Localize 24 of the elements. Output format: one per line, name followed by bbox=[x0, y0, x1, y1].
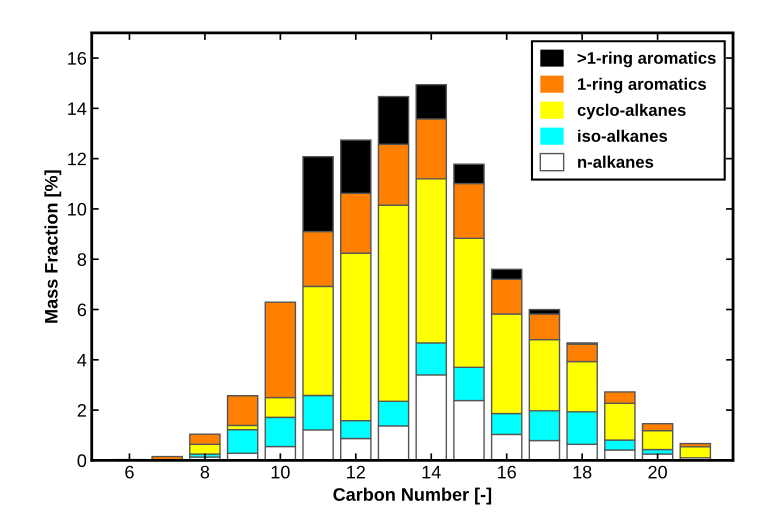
x-tick-label: 10 bbox=[272, 466, 290, 478]
legend-label: iso-alkanes bbox=[578, 130, 668, 142]
y-tick-label: 10 bbox=[68, 202, 86, 216]
y-tick-label: 16 bbox=[68, 52, 86, 65]
legend-label: >1-ring aromatics bbox=[578, 52, 716, 68]
y-axis-title: Mass Fraction [%] bbox=[44, 170, 62, 323]
y-tick-label: 4 bbox=[77, 354, 86, 366]
x-tick-label: 12 bbox=[347, 466, 365, 478]
y-tick-label: 0 bbox=[78, 454, 86, 468]
x-tick-label: 6 bbox=[125, 466, 134, 478]
y-tick-label: 6 bbox=[78, 303, 86, 316]
x-tick-label: 8 bbox=[200, 466, 210, 478]
y-tick-label: 14 bbox=[68, 102, 86, 115]
legend-label: cyclo-alkanes bbox=[578, 104, 686, 120]
x-tick-label: 18 bbox=[573, 466, 592, 478]
x-tick-label: 14 bbox=[422, 466, 441, 478]
x-axis-title: Carbon Number [-] bbox=[333, 488, 492, 504]
legend-label: n-alkanes bbox=[578, 156, 654, 168]
y-tick-label: 2 bbox=[78, 404, 86, 417]
y-tick-label: 12 bbox=[68, 152, 86, 166]
x-tick-label: 16 bbox=[498, 466, 516, 478]
y-tick-label: 8 bbox=[78, 253, 86, 266]
legend-label: 1-ring aromatics bbox=[578, 78, 706, 94]
x-tick-label: 20 bbox=[648, 466, 667, 478]
